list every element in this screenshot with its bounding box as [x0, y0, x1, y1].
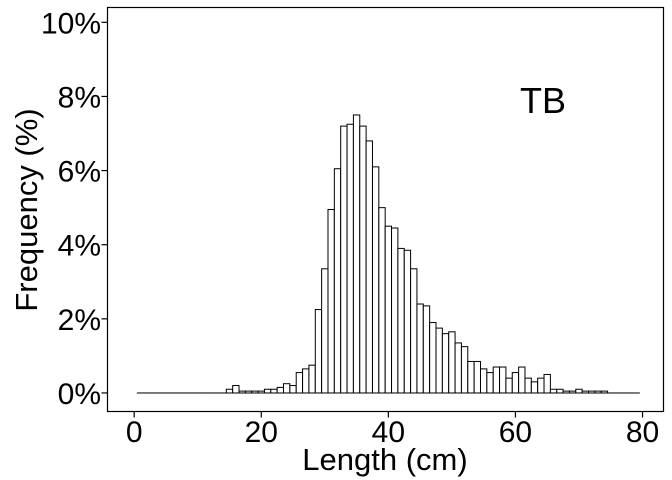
histogram-bar	[403, 249, 412, 394]
histogram-bar	[448, 331, 456, 394]
y-axis: 0% 2% 4% 6% 8% 10%	[41, 7, 108, 411]
histogram-bar	[352, 114, 361, 394]
histogram-bar	[378, 207, 386, 394]
histogram-bar	[549, 388, 558, 394]
histogram-bar	[346, 123, 354, 394]
x-tick-label: 60	[499, 416, 532, 449]
histogram-bar	[263, 388, 272, 394]
histogram-bar	[480, 368, 488, 394]
histogram-bar	[486, 372, 494, 394]
histogram-bar	[505, 377, 513, 394]
histogram-bar	[340, 125, 348, 394]
histogram-bar	[499, 366, 507, 394]
histogram-bar	[530, 381, 539, 394]
histogram-bar	[543, 373, 551, 394]
x-tick-label: 40	[372, 416, 405, 449]
histogram-bar	[384, 225, 393, 394]
histogram-bar	[321, 268, 329, 394]
histogram-bar	[454, 342, 462, 394]
histogram-bar	[473, 360, 481, 394]
histogram-bar	[302, 368, 310, 394]
histogram-bar	[524, 377, 532, 394]
histogram-bar	[556, 388, 564, 394]
histogram-bar	[422, 305, 431, 394]
histogram-bar	[283, 383, 291, 394]
histogram-bars	[136, 114, 640, 394]
histogram-bar	[365, 140, 373, 394]
histogram-bar	[416, 303, 424, 394]
x-tick-label: 80	[626, 416, 659, 449]
histogram-bar	[492, 366, 501, 394]
histogram-bar	[289, 385, 297, 394]
histogram-bar	[467, 360, 475, 394]
histogram-bar	[308, 364, 316, 394]
histogram-bar	[511, 372, 520, 394]
y-tick-label: 2%	[58, 304, 101, 337]
x-axis: 0 20 40 60 80	[126, 411, 659, 449]
histogram-bar	[276, 386, 285, 394]
histogram-bar	[460, 346, 469, 394]
histogram-bar	[397, 247, 405, 394]
y-tick-label: 8%	[58, 81, 101, 114]
histogram-bar	[537, 377, 545, 394]
histogram-bar	[270, 388, 278, 394]
histogram-bar	[295, 372, 304, 394]
histogram-bar	[391, 227, 399, 394]
histogram-bar	[518, 366, 526, 394]
histogram-bar	[225, 388, 234, 394]
y-axis-title: Frequency (%)	[9, 108, 44, 311]
y-tick-label: 10%	[41, 7, 101, 40]
histogram-bar	[371, 166, 380, 394]
histogram-bar	[359, 125, 367, 394]
x-axis-title: Length (cm)	[302, 442, 467, 477]
histogram-bar	[314, 309, 323, 394]
histogram-bar	[435, 327, 443, 394]
histogram-bar	[327, 209, 335, 394]
panel-annotation: TB	[520, 80, 566, 121]
histogram-bar	[333, 168, 342, 394]
y-tick-label: 6%	[58, 156, 101, 189]
x-tick-label: 0	[126, 416, 143, 449]
histogram-bar	[410, 268, 418, 394]
y-tick-label: 4%	[58, 230, 101, 263]
y-tick-label: 0%	[58, 378, 101, 411]
histogram-bar	[575, 388, 583, 394]
x-tick-label: 20	[245, 416, 278, 449]
histogram-bar	[441, 333, 450, 394]
histogram-bar	[429, 322, 437, 394]
histogram-bar	[232, 385, 240, 394]
